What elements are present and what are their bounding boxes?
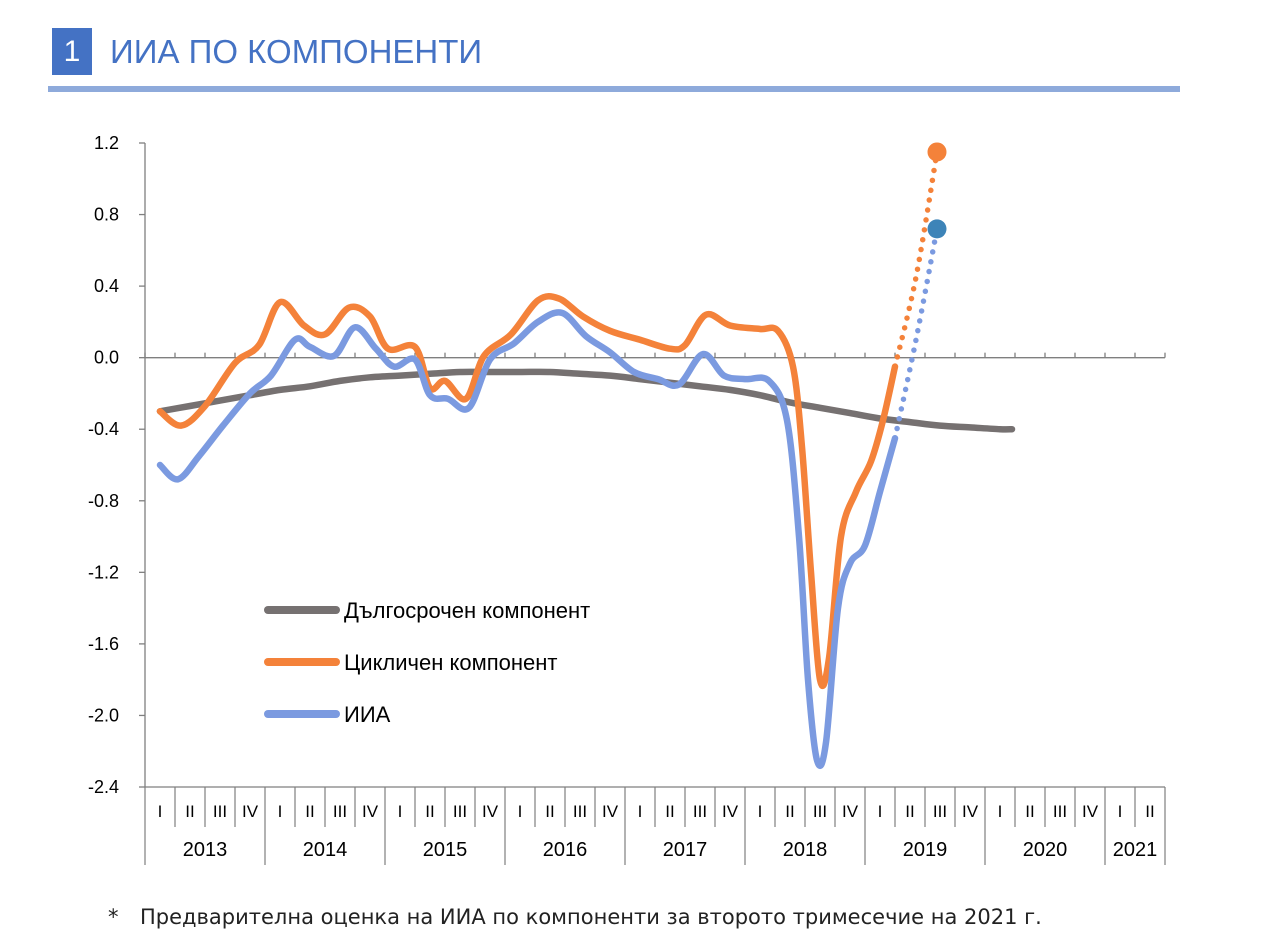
y-tick-label: -0.4	[88, 419, 119, 439]
section-number: 1	[52, 28, 92, 75]
footnote: * Предварителна оценка на ИИА по компонен…	[108, 905, 1042, 929]
y-tick-label: -2.4	[88, 777, 119, 797]
quarter-label: IV	[482, 802, 499, 821]
quarter-label: IV	[242, 802, 259, 821]
quarter-label: III	[213, 802, 227, 821]
quarter-label: I	[278, 802, 283, 821]
y-tick-label: -2.0	[88, 705, 119, 725]
quarter-label: I	[998, 802, 1003, 821]
quarter-label: II	[905, 802, 914, 821]
quarter-label: I	[158, 802, 163, 821]
chart-series	[156, 142, 1016, 770]
quarter-label: III	[573, 802, 587, 821]
y-tick-label: 0.8	[94, 205, 119, 225]
iia-legend-label: ИИА	[344, 702, 391, 727]
quarter-label: III	[1053, 802, 1067, 821]
long-term-component-legend-label: Дългосрочен компонент	[344, 598, 590, 623]
year-label: 2019	[903, 839, 948, 861]
y-tick-label: 0.0	[94, 348, 119, 368]
quarter-label: II	[665, 802, 674, 821]
year-label: 2016	[543, 839, 588, 861]
cyclical-component-forecast-line	[892, 149, 940, 370]
footnote-text: Предварителна оценка на ИИА по компонент…	[140, 905, 1042, 929]
quarter-label: I	[398, 802, 403, 821]
chart-axes: 1.20.80.40.0-0.4-0.8-1.2-1.6-2.0-2.4I II I…	[88, 133, 1166, 865]
quarter-label: II	[785, 802, 794, 821]
quarter-label: IV	[842, 802, 859, 821]
iia-line	[156, 309, 899, 770]
y-tick-label: -0.8	[88, 491, 119, 511]
year-label: 2013	[183, 839, 228, 861]
iia-endpoint-marker	[927, 219, 947, 239]
iia-forecast-line	[892, 226, 940, 441]
line-chart: 1.20.80.40.0-0.4-0.8-1.2-1.6-2.0-2.4I II I…	[88, 133, 1166, 865]
quarter-label: I	[878, 802, 883, 821]
y-tick-label: -1.6	[88, 634, 119, 654]
year-label: 2020	[1023, 839, 1068, 861]
year-label: 2014	[303, 839, 348, 861]
quarter-label: I	[518, 802, 523, 821]
quarter-label: IV	[362, 802, 379, 821]
quarter-label: III	[693, 802, 707, 821]
quarter-label: III	[453, 802, 467, 821]
year-label: 2021	[1113, 839, 1158, 861]
chart-legend: Дългосрочен компонент Цикличен компонент И…	[264, 598, 590, 727]
footnote-marker: *	[108, 905, 119, 929]
cyclical-component-legend-label: Цикличен компонент	[344, 650, 558, 675]
quarter-label: III	[813, 802, 827, 821]
quarter-label: IV	[602, 802, 619, 821]
quarter-label: IV	[1082, 802, 1099, 821]
year-label: 2015	[423, 839, 468, 861]
cyclical-component-line	[156, 293, 899, 689]
year-label: 2017	[663, 839, 708, 861]
y-tick-label: 0.4	[94, 276, 119, 296]
year-label: 2018	[783, 839, 828, 861]
quarter-label: II	[185, 802, 194, 821]
quarter-label: II	[425, 802, 434, 821]
header-divider	[48, 86, 1180, 92]
quarter-label: IV	[962, 802, 979, 821]
quarter-label: IV	[722, 802, 739, 821]
quarter-label: III	[933, 802, 947, 821]
quarter-label: II	[1145, 802, 1154, 821]
quarter-label: I	[638, 802, 643, 821]
quarter-label: II	[305, 802, 314, 821]
quarter-label: I	[1118, 802, 1123, 821]
quarter-label: II	[545, 802, 554, 821]
y-tick-label: -1.2	[88, 562, 119, 582]
cyclical-component-endpoint-marker	[927, 142, 947, 162]
quarter-label: II	[1025, 802, 1034, 821]
y-tick-label: 1.2	[94, 133, 119, 153]
page-title: ИИА ПО КОМПОНЕНТИ	[110, 33, 483, 70]
quarter-label: I	[758, 802, 763, 821]
quarter-label: III	[333, 802, 347, 821]
